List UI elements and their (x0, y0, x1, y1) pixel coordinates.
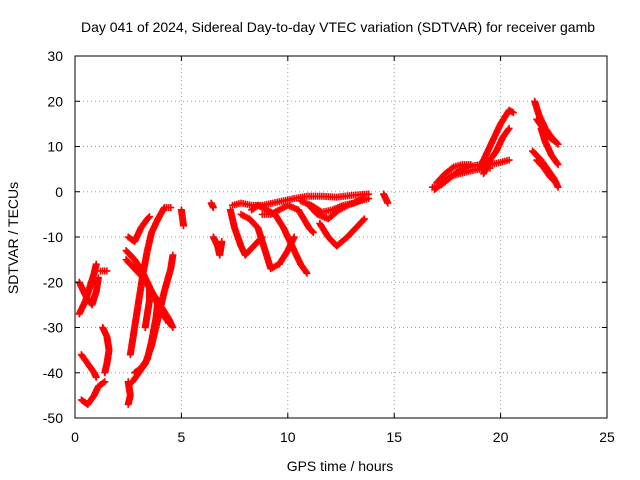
data-point (309, 228, 317, 236)
data-point (145, 283, 153, 291)
data-point (169, 251, 177, 259)
data-point (554, 183, 562, 191)
data-point (165, 319, 173, 327)
data-point (209, 204, 217, 212)
data-point (552, 138, 560, 146)
data-point (103, 267, 111, 275)
data-point (303, 269, 311, 277)
data-point (554, 161, 562, 169)
y-axis-label: SDTVAR / TECUs (5, 182, 21, 294)
y-tick-label: 10 (47, 139, 63, 155)
data-point (505, 156, 513, 164)
data-point (101, 369, 109, 377)
x-tick-label: 15 (386, 429, 402, 445)
y-tick-label: -30 (43, 320, 63, 336)
y-tick-label: -40 (43, 365, 63, 381)
x-tick-label: 5 (178, 429, 186, 445)
data-point (92, 260, 100, 268)
data-point (505, 124, 513, 132)
x-tick-label: 20 (493, 429, 509, 445)
data-points (75, 97, 562, 408)
data-point (446, 173, 454, 181)
data-point (145, 213, 153, 221)
x-tick-label: 25 (599, 429, 615, 445)
chart-title: Day 041 of 2024, Sidereal Day-to-day VTE… (81, 19, 595, 35)
data-point (552, 179, 560, 187)
data-point (384, 199, 392, 207)
x-tick-label: 10 (280, 429, 296, 445)
x-tick-labels: 0 5 10 15 20 25 (71, 429, 615, 445)
data-point (180, 222, 188, 230)
data-point (144, 214, 152, 222)
data-point (467, 161, 475, 169)
axis-ticks (74, 55, 608, 419)
data-point (167, 204, 175, 212)
data-point (504, 126, 512, 134)
data-point (290, 233, 298, 241)
data-point (551, 137, 559, 145)
data-point (92, 373, 100, 381)
y-tick-label: 20 (47, 93, 63, 109)
grid (75, 56, 607, 418)
data-point (124, 400, 132, 408)
y-tick-label: -10 (43, 229, 63, 245)
data-point (154, 296, 162, 304)
y-tick-label: 30 (47, 48, 63, 64)
data-point (509, 109, 517, 117)
data-point (218, 238, 226, 246)
data-point (101, 378, 109, 386)
x-tick-label: 0 (71, 429, 79, 445)
data-point (302, 268, 310, 276)
data-point (551, 178, 559, 186)
data-point (359, 216, 367, 224)
data-point (169, 324, 177, 331)
y-tick-labels: -50 -40 -30 -20 -10 0 10 20 30 (43, 48, 63, 426)
data-point (308, 227, 316, 235)
data-point (100, 379, 108, 387)
y-tick-label: 0 (55, 184, 63, 200)
data-point (448, 164, 456, 172)
data-point (553, 159, 561, 167)
y-tick-label: -20 (43, 274, 63, 290)
y-tick-label: -50 (43, 410, 63, 426)
data-point (164, 318, 172, 326)
data-point (365, 195, 373, 203)
x-axis-label: GPS time / hours (287, 458, 394, 474)
data-point (360, 215, 368, 223)
